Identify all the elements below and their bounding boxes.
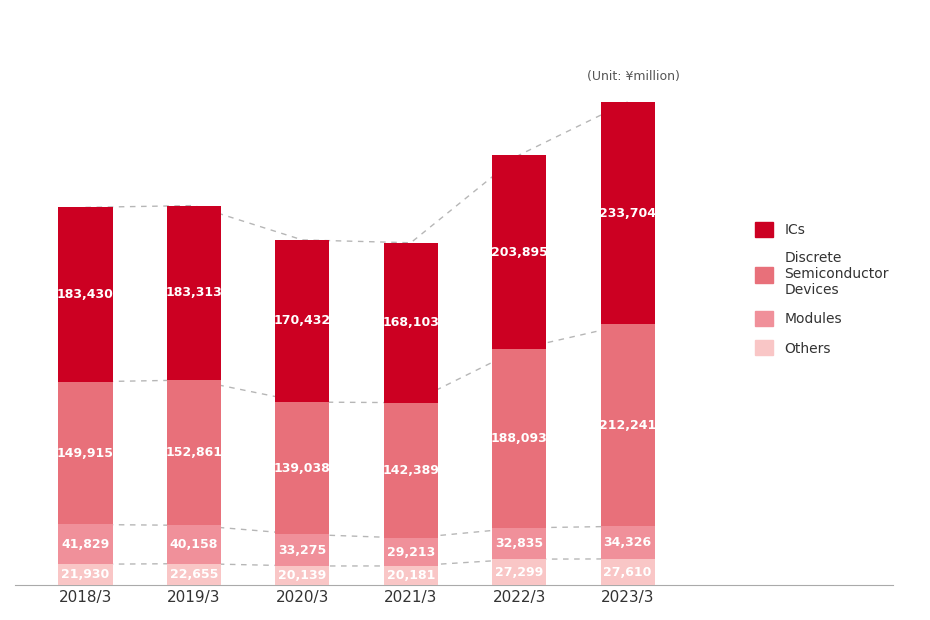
Bar (492, 155, 546, 349)
Bar (166, 564, 221, 585)
Bar (59, 207, 113, 382)
Text: 203,895: 203,895 (491, 246, 548, 259)
Text: 27,299: 27,299 (495, 565, 543, 578)
Text: 142,389: 142,389 (382, 464, 439, 477)
Text: (Unit: ¥million): (Unit: ¥million) (587, 69, 680, 82)
Text: 20,139: 20,139 (278, 569, 326, 582)
Bar (384, 538, 438, 566)
Text: 32,835: 32,835 (495, 537, 543, 550)
Text: 183,430: 183,430 (57, 288, 113, 301)
Bar (384, 243, 438, 402)
Text: 183,313: 183,313 (166, 286, 222, 299)
Legend: ICs, Discrete
Semiconductor
Devices, Modules, Others: ICs, Discrete Semiconductor Devices, Mod… (755, 222, 889, 355)
Bar (601, 324, 655, 526)
Bar (384, 402, 438, 538)
Bar (601, 559, 655, 585)
Bar (275, 402, 329, 534)
Bar (492, 559, 546, 585)
Text: 170,432: 170,432 (273, 314, 331, 327)
Bar (275, 566, 329, 585)
Bar (601, 102, 655, 324)
Bar (275, 240, 329, 402)
Bar (384, 566, 438, 585)
Bar (601, 526, 655, 559)
Bar (59, 564, 113, 585)
Bar (166, 525, 221, 564)
Text: 233,704: 233,704 (599, 206, 657, 219)
Text: 139,038: 139,038 (274, 462, 331, 475)
Bar (492, 528, 546, 559)
Text: 41,829: 41,829 (61, 538, 110, 551)
Bar (492, 349, 546, 528)
Text: 29,213: 29,213 (387, 546, 435, 559)
Text: 27,610: 27,610 (604, 565, 652, 578)
Bar (166, 206, 221, 380)
Text: 22,655: 22,655 (170, 568, 219, 581)
Text: 33,275: 33,275 (278, 544, 326, 557)
Text: 40,158: 40,158 (170, 538, 219, 551)
Bar (275, 534, 329, 566)
Text: 188,093: 188,093 (491, 432, 548, 445)
Bar (59, 525, 113, 564)
Text: 149,915: 149,915 (57, 446, 114, 459)
Bar (166, 380, 221, 525)
Bar (59, 382, 113, 525)
Text: 152,861: 152,861 (166, 446, 222, 459)
Text: 34,326: 34,326 (604, 536, 652, 549)
Text: 168,103: 168,103 (382, 316, 439, 329)
Text: 212,241: 212,241 (599, 418, 657, 432)
Text: 21,930: 21,930 (61, 568, 110, 581)
Text: 20,181: 20,181 (387, 569, 435, 582)
